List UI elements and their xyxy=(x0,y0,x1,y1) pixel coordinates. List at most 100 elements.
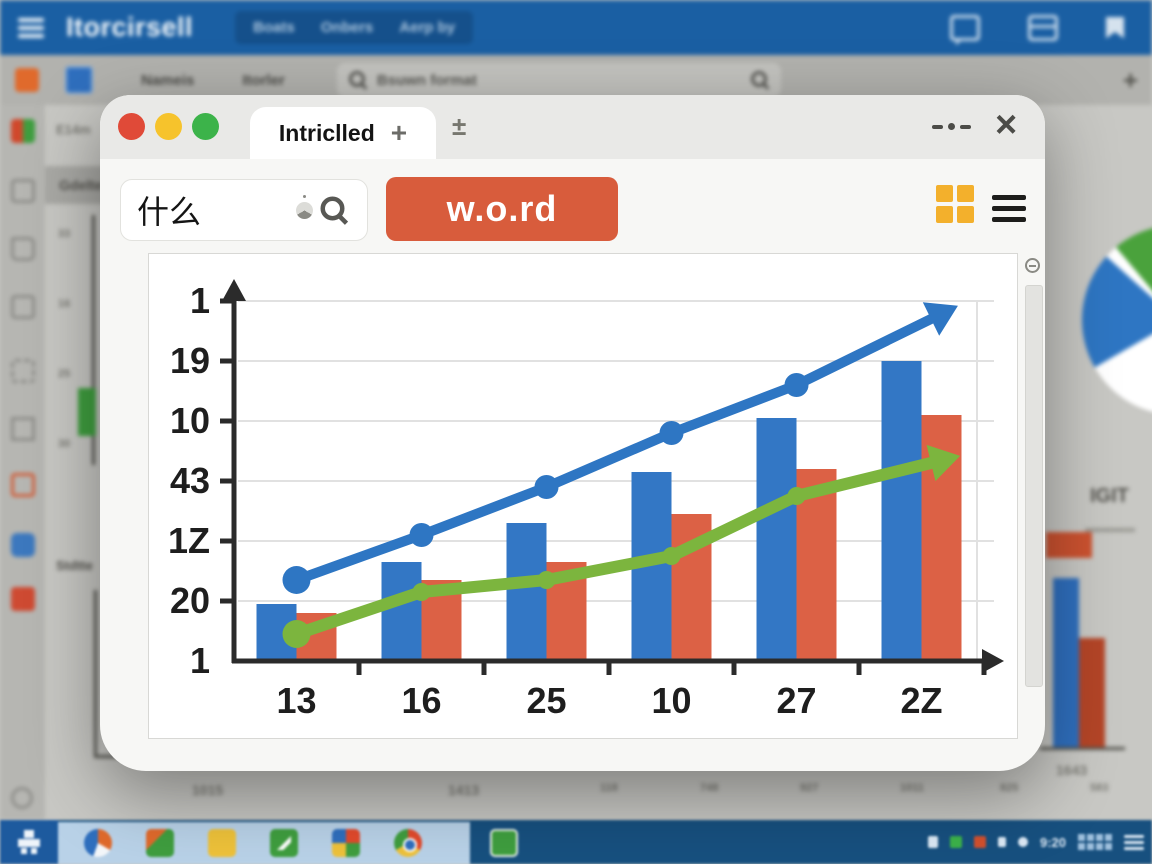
svg-text:27: 27 xyxy=(776,680,816,721)
bg-tick: 16 xyxy=(58,298,71,310)
taskbar: 9:20 xyxy=(0,820,1152,864)
background-app-titlebar: Itorcirsell Boats Onbers Aerp by xyxy=(0,0,1152,55)
browser-tab[interactable]: Intriclled + xyxy=(250,107,436,159)
bg-axis xyxy=(1040,747,1125,750)
download-icon[interactable]: ± xyxy=(452,111,467,141)
bg-text-line xyxy=(1085,528,1135,532)
orange-app-icon[interactable] xyxy=(15,68,39,92)
grid-icon[interactable] xyxy=(11,359,35,383)
taskbar-menu-icon[interactable] xyxy=(1124,832,1144,853)
taskbar-app-icon-2[interactable] xyxy=(208,829,236,857)
zoom-traffic-light[interactable] xyxy=(192,113,219,140)
app-menu: Boats Onbers Aerp by xyxy=(235,11,474,44)
blue-app-icon[interactable] xyxy=(65,66,93,94)
search-icon[interactable] xyxy=(320,196,348,224)
tray-icon[interactable] xyxy=(1017,837,1028,847)
hamburger-menu-icon[interactable] xyxy=(992,189,1026,228)
browser-icon[interactable] xyxy=(84,829,112,857)
svg-text:10: 10 xyxy=(170,400,210,441)
folder-icon[interactable] xyxy=(11,237,35,261)
bg-label: 1011 xyxy=(900,782,924,794)
app-logo: Itorcirsell xyxy=(66,12,194,42)
bg-tick: 25 xyxy=(58,368,71,380)
svg-text:43: 43 xyxy=(170,460,210,501)
background-sidebar xyxy=(0,105,45,820)
share-icon[interactable] xyxy=(11,533,35,557)
background-search-input[interactable]: Bsuwn format xyxy=(336,63,781,97)
bg-right-caption: IGIT xyxy=(1090,485,1129,507)
table-icon[interactable] xyxy=(11,473,35,497)
sort-icon[interactable] xyxy=(11,417,35,441)
svg-text:16: 16 xyxy=(401,680,441,721)
scrollbar[interactable] xyxy=(1025,285,1043,687)
combo-chart: 1 19 10 43 1Z 20 1 13 16 25 10 27 2Z xyxy=(168,279,1004,721)
system-tray: 9:20 xyxy=(927,820,1144,864)
image-icon[interactable] xyxy=(11,179,35,203)
close-icon[interactable]: × xyxy=(995,104,1018,146)
close-traffic-light[interactable] xyxy=(118,113,145,140)
svg-text:19: 19 xyxy=(170,340,210,381)
taskbar-app-strip xyxy=(58,822,518,864)
svg-text:1: 1 xyxy=(190,640,210,681)
microsoft-icon[interactable] xyxy=(332,829,360,857)
calendar-widget[interactable] xyxy=(1078,834,1112,850)
search-placeholder: Bsuwn format xyxy=(376,71,477,89)
bg-x-label: 1413 xyxy=(448,782,480,798)
bg-x-label: 1643 xyxy=(1056,762,1088,778)
svg-text:1Z: 1Z xyxy=(168,520,210,561)
minimize-traffic-light[interactable] xyxy=(155,113,182,140)
svg-text:25: 25 xyxy=(526,680,566,721)
bookmark-icon[interactable] xyxy=(1106,16,1124,39)
search-input[interactable]: 什么 xyxy=(120,179,368,241)
chart-app-icon[interactable] xyxy=(11,119,35,143)
bg-left-top-label: E14m xyxy=(56,122,91,137)
user-icon[interactable] xyxy=(11,787,33,809)
bg-axis xyxy=(94,590,97,758)
taskbar-app-icon-3[interactable] xyxy=(490,829,518,857)
comment-icon[interactable] xyxy=(950,14,980,41)
menu-item[interactable]: Onbers xyxy=(320,19,374,36)
alert-icon[interactable] xyxy=(11,587,35,611)
tray-icon-red[interactable] xyxy=(973,836,986,848)
new-tab-button[interactable]: + xyxy=(1122,64,1138,95)
bg-label: 748 xyxy=(700,782,719,794)
search-icon xyxy=(348,71,367,89)
svg-text:13: 13 xyxy=(276,680,316,721)
svg-text:10: 10 xyxy=(651,680,691,721)
pie-chart xyxy=(1082,225,1152,415)
menu-icon[interactable] xyxy=(18,14,44,42)
bg-bar xyxy=(1079,638,1105,747)
tray-icon[interactable] xyxy=(997,837,1006,847)
taskbar-app-icon-1[interactable] xyxy=(146,829,174,857)
window-titlebar: Intriclled + ± × xyxy=(100,95,1045,159)
search-icon xyxy=(750,71,769,89)
input-glyph-icon xyxy=(296,194,313,219)
more-options-icon[interactable] xyxy=(932,123,971,130)
toolbar-nav-item[interactable]: Itorler xyxy=(242,71,285,89)
document-icon[interactable] xyxy=(11,295,35,319)
bg-label: 825 xyxy=(1000,782,1019,794)
apps-grid-icon[interactable] xyxy=(936,185,974,223)
scroll-top-icon[interactable] xyxy=(1025,258,1040,273)
word-button[interactable]: w.o.rd xyxy=(386,177,618,241)
chart-panel: 1 19 10 43 1Z 20 1 13 16 25 10 27 2Z xyxy=(148,253,1018,739)
bg-label: 583 xyxy=(1090,782,1109,794)
toolbar-nav-item[interactable]: Nameis xyxy=(141,71,195,89)
menu-item[interactable]: Boats xyxy=(253,19,295,36)
bg-arrow-up xyxy=(1046,532,1092,558)
bg-label: 118 xyxy=(600,782,618,794)
chrome-icon[interactable] xyxy=(394,829,422,857)
svg-text:1: 1 xyxy=(190,280,210,321)
start-button[interactable] xyxy=(0,820,58,864)
menu-item[interactable]: Aerp by xyxy=(399,19,456,36)
window-toolbar: 什么 w.o.rd xyxy=(100,159,1045,259)
split-view-icon[interactable] xyxy=(1028,14,1058,41)
tray-icon-green[interactable] xyxy=(949,836,962,848)
bg-tick: 30 xyxy=(58,438,71,450)
tray-icon[interactable] xyxy=(927,836,938,848)
sheets-app-icon[interactable] xyxy=(270,829,298,857)
taskbar-clock: 9:20 xyxy=(1039,834,1066,850)
bg-left-caption: Stdtte xyxy=(56,558,93,573)
new-tab-icon[interactable]: + xyxy=(390,117,408,148)
svg-text:20: 20 xyxy=(170,580,210,621)
